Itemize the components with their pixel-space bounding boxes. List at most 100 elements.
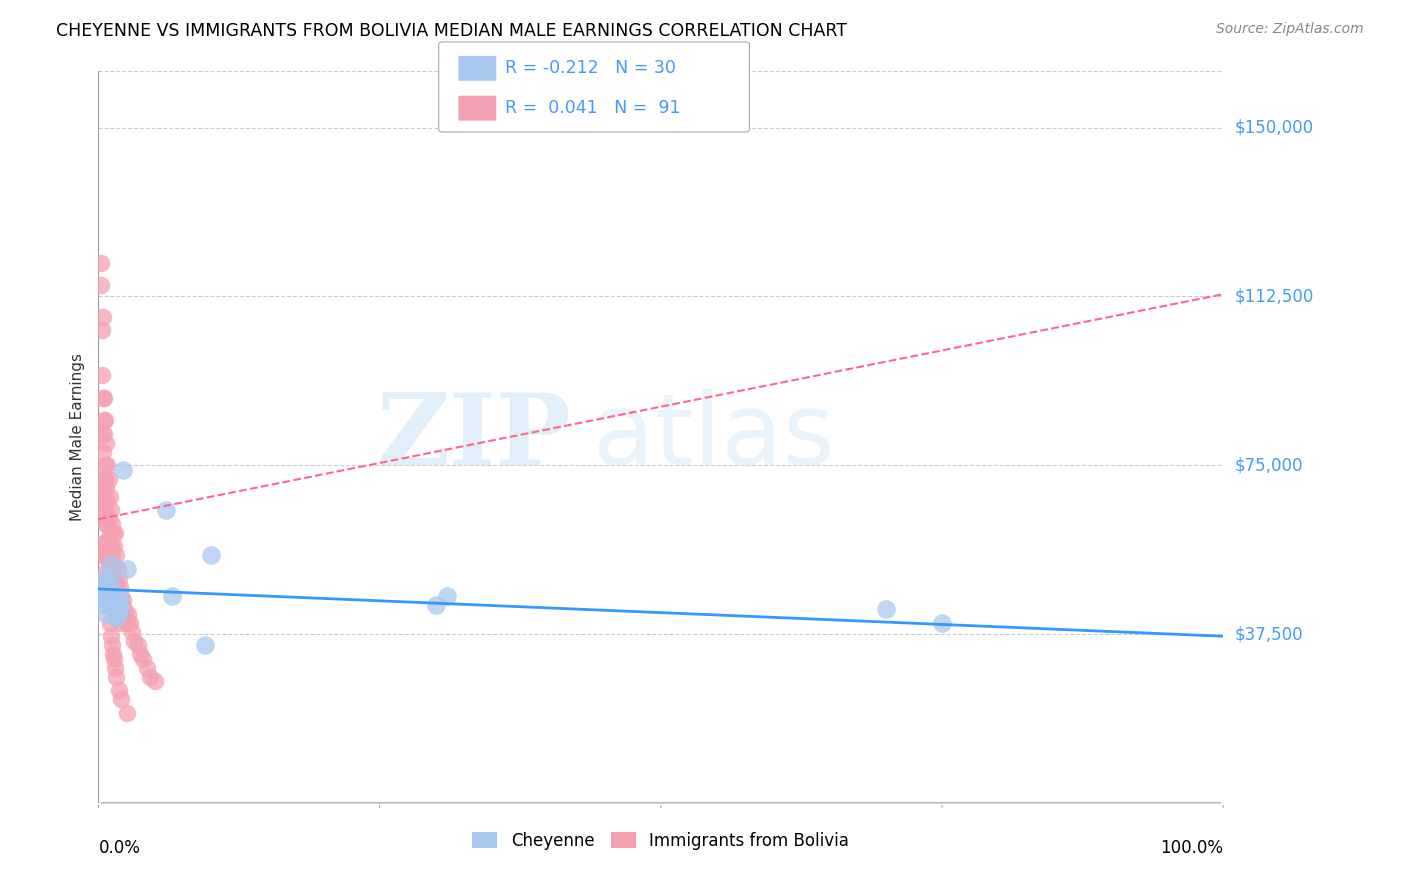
Point bbox=[96, 435, 118, 450]
Point bbox=[93, 391, 115, 405]
Text: 0.0%: 0.0% bbox=[98, 839, 141, 857]
Point bbox=[101, 548, 124, 562]
Point bbox=[100, 571, 122, 585]
Point bbox=[91, 490, 114, 504]
Point bbox=[108, 580, 131, 594]
Point bbox=[93, 413, 115, 427]
Point bbox=[96, 548, 118, 562]
Point bbox=[117, 607, 139, 621]
Point bbox=[124, 633, 146, 648]
Point bbox=[97, 548, 120, 562]
Point bbox=[93, 472, 115, 486]
Point bbox=[94, 503, 117, 517]
Point bbox=[91, 391, 114, 405]
Point bbox=[98, 525, 121, 540]
Point bbox=[96, 458, 118, 473]
Point bbox=[96, 584, 118, 599]
Point bbox=[90, 278, 112, 293]
Point bbox=[104, 562, 127, 576]
Point bbox=[101, 647, 124, 661]
Text: $150,000: $150,000 bbox=[1234, 119, 1313, 136]
Point bbox=[90, 255, 112, 269]
Point bbox=[93, 426, 115, 441]
Text: Source: ZipAtlas.com: Source: ZipAtlas.com bbox=[1216, 22, 1364, 37]
Point bbox=[94, 598, 117, 612]
Point bbox=[931, 615, 953, 630]
Text: CHEYENNE VS IMMIGRANTS FROM BOLIVIA MEDIAN MALE EARNINGS CORRELATION CHART: CHEYENNE VS IMMIGRANTS FROM BOLIVIA MEDI… bbox=[56, 22, 848, 40]
Legend: Cheyenne, Immigrants from Bolivia: Cheyenne, Immigrants from Bolivia bbox=[465, 825, 856, 856]
Point bbox=[112, 593, 135, 607]
Point bbox=[91, 580, 114, 594]
Point bbox=[96, 494, 118, 508]
Point bbox=[90, 368, 112, 383]
Point bbox=[139, 670, 162, 684]
Point bbox=[129, 647, 152, 661]
Y-axis label: Median Male Earnings: Median Male Earnings bbox=[69, 353, 84, 521]
Point bbox=[101, 593, 124, 607]
Point bbox=[110, 615, 132, 630]
Point bbox=[107, 598, 129, 612]
Point bbox=[97, 580, 120, 594]
Point bbox=[94, 571, 117, 585]
Point bbox=[107, 593, 129, 607]
Point bbox=[200, 548, 222, 562]
Point bbox=[103, 652, 125, 666]
Point bbox=[436, 589, 458, 603]
Point bbox=[107, 571, 129, 585]
Text: $37,500: $37,500 bbox=[1234, 625, 1303, 643]
Point bbox=[94, 458, 117, 473]
Point bbox=[96, 516, 118, 531]
Point bbox=[115, 615, 138, 630]
Point bbox=[108, 607, 131, 621]
Point bbox=[160, 589, 183, 603]
Point bbox=[121, 624, 143, 639]
Point bbox=[103, 571, 125, 585]
Point bbox=[105, 611, 128, 625]
Point bbox=[91, 444, 114, 458]
Point bbox=[115, 562, 138, 576]
Point bbox=[112, 602, 135, 616]
Point bbox=[91, 548, 114, 562]
Point bbox=[107, 683, 129, 698]
Point bbox=[90, 323, 112, 337]
Point bbox=[110, 602, 132, 616]
Point bbox=[93, 503, 115, 517]
Text: R = -0.212   N = 30: R = -0.212 N = 30 bbox=[505, 60, 676, 78]
Point bbox=[93, 548, 115, 562]
Point bbox=[110, 589, 132, 603]
Point bbox=[107, 602, 129, 616]
Point bbox=[103, 589, 125, 603]
Point bbox=[94, 413, 117, 427]
Point bbox=[90, 426, 112, 441]
Point bbox=[875, 602, 897, 616]
Point bbox=[101, 638, 124, 652]
Text: $112,500: $112,500 bbox=[1234, 287, 1313, 305]
Point bbox=[118, 615, 141, 630]
Point bbox=[100, 503, 122, 517]
Point bbox=[132, 652, 155, 666]
Point bbox=[104, 661, 127, 675]
Point bbox=[94, 472, 117, 486]
Point bbox=[96, 593, 118, 607]
Text: 100.0%: 100.0% bbox=[1160, 839, 1223, 857]
Point bbox=[143, 674, 166, 689]
Point bbox=[194, 638, 217, 652]
Point bbox=[111, 598, 134, 612]
Point bbox=[96, 516, 118, 531]
Point bbox=[97, 472, 120, 486]
Point bbox=[97, 598, 120, 612]
Point bbox=[107, 607, 129, 621]
Point bbox=[107, 562, 129, 576]
Point bbox=[101, 602, 124, 616]
Point bbox=[101, 580, 124, 594]
Point bbox=[96, 571, 118, 585]
Point bbox=[98, 589, 121, 603]
Point bbox=[97, 512, 120, 526]
Text: R =  0.041   N =  91: R = 0.041 N = 91 bbox=[505, 99, 681, 117]
Point bbox=[96, 481, 118, 495]
Point bbox=[96, 534, 118, 549]
Point bbox=[105, 548, 128, 562]
Point bbox=[101, 562, 124, 576]
Point bbox=[105, 580, 128, 594]
Point bbox=[101, 516, 124, 531]
